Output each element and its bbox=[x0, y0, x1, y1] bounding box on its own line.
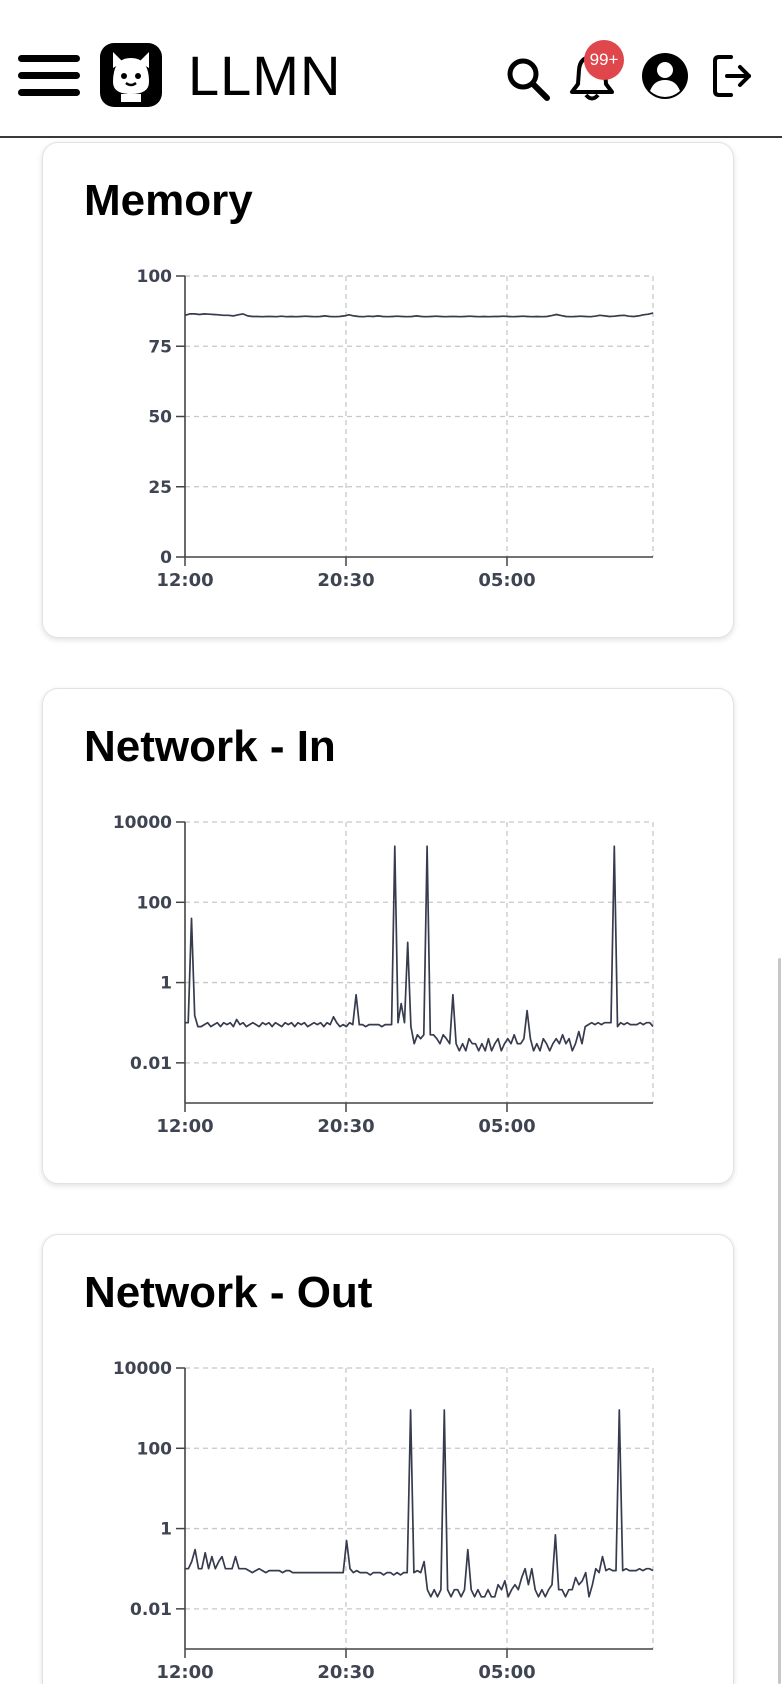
y-tick-label: 25 bbox=[148, 478, 172, 498]
series-line bbox=[185, 1409, 654, 1598]
x-tick-label: 20:30 bbox=[317, 1116, 374, 1137]
x-tick-label: 20:30 bbox=[317, 1662, 374, 1683]
x-tick-label: 05:00 bbox=[478, 570, 535, 591]
card-title: Memory bbox=[84, 176, 253, 225]
network-out-card: Network - Out 0.01 1 100 10000 12:00 20:30 05:… bbox=[42, 1234, 734, 1684]
app-title: LLMN bbox=[188, 44, 342, 107]
search-icon[interactable] bbox=[505, 56, 551, 102]
user-circle-icon[interactable] bbox=[640, 51, 690, 101]
x-tick-label: 12:00 bbox=[156, 570, 213, 591]
y-tick-label: 10000 bbox=[113, 813, 172, 833]
series-line bbox=[184, 312, 654, 318]
y-tick-label: 1 bbox=[160, 1520, 172, 1540]
logout-icon[interactable] bbox=[711, 53, 753, 99]
scrollbar-thumb[interactable] bbox=[778, 958, 781, 1684]
y-tick-label: 100 bbox=[137, 893, 173, 913]
y-tick-label: 0.01 bbox=[130, 1054, 172, 1074]
card-title: Network - Out bbox=[84, 1268, 373, 1317]
x-tick-label: 12:00 bbox=[156, 1116, 213, 1137]
x-tick-label: 05:00 bbox=[478, 1662, 535, 1683]
series-line bbox=[185, 845, 654, 1052]
notification-count-badge: 99+ bbox=[584, 40, 624, 80]
network-in-chart: 0.01 1 100 10000 12:00 20:30 05:00 bbox=[113, 813, 654, 1137]
y-tick-label: 1 bbox=[160, 974, 172, 994]
y-tick-label: 75 bbox=[148, 337, 172, 357]
x-tick-label: 05:00 bbox=[478, 1116, 535, 1137]
x-tick-label: 12:00 bbox=[156, 1662, 213, 1683]
y-tick-label: 100 bbox=[137, 1439, 173, 1459]
hamburger-menu-icon[interactable] bbox=[18, 55, 80, 97]
cat-face-logo-icon[interactable] bbox=[99, 42, 163, 108]
top-app-bar: LLMN 99+ bbox=[0, 0, 782, 138]
network-in-card: Network - In 0.01 1 100 10000 12:00 20:30 05:0… bbox=[42, 688, 734, 1184]
x-tick-label: 20:30 bbox=[317, 570, 374, 591]
y-tick-label: 10000 bbox=[113, 1359, 172, 1379]
y-tick-label: 0 bbox=[160, 548, 172, 568]
network-out-chart: 0.01 1 100 10000 12:00 20:30 05:00 bbox=[113, 1359, 654, 1683]
card-title: Network - In bbox=[84, 722, 336, 771]
y-tick-label: 100 bbox=[137, 267, 173, 287]
y-tick-label: 50 bbox=[148, 408, 172, 428]
y-tick-label: 0.01 bbox=[130, 1600, 172, 1620]
memory-chart: 0 25 50 75 100 12:00 20:30 05:00 bbox=[137, 267, 654, 591]
memory-card: Memory 0 25 50 75 100 12:00 20:30 05:00 bbox=[42, 142, 734, 638]
